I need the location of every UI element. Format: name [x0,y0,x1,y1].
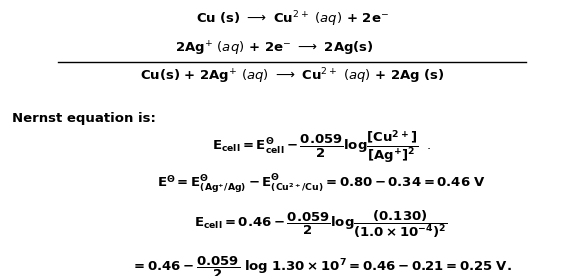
Text: $\mathbf{E_{cell} = 0.46 - \dfrac{0.059}{2} log \dfrac{(0.130)}{(1.0 \times 10^{: $\mathbf{E_{cell} = 0.46 - \dfrac{0.059}… [194,208,448,240]
Text: Cu(s) + 2Ag$^{+}$ $(aq)$ $\longrightarrow$ Cu$^{2+}$ $(aq)$ + 2Ag (s): Cu(s) + 2Ag$^{+}$ $(aq)$ $\longrightarro… [140,66,444,86]
Text: $\mathbf{E^{\Theta} = E^{\Theta}_{(Ag^{+}/Ag)} - E^{\Theta}_{(Cu^{2+}/Cu)} = 0.8: $\mathbf{E^{\Theta} = E^{\Theta}_{(Ag^{+… [157,172,486,196]
Text: $\mathbf{= 0.46 - \dfrac{0.059}{2}\ log\ 1.30 \times 10^{7} = 0.46 - 0.21 = 0.25: $\mathbf{= 0.46 - \dfrac{0.059}{2}\ log\… [131,255,512,276]
Text: Nernst equation is:: Nernst equation is: [12,112,155,125]
Text: 2Ag$^{+}$ $(aq)$ + 2e$^{-}$ $\longrightarrow$ 2Ag(s): 2Ag$^{+}$ $(aq)$ + 2e$^{-}$ $\longrighta… [175,40,374,58]
Text: Cu (s) $\longrightarrow$ Cu$^{2+}$ $(aq)$ + 2e$^{-}$: Cu (s) $\longrightarrow$ Cu$^{2+}$ $(aq)… [196,10,388,29]
Text: $\mathbf{E_{cell} = E^{\Theta}_{cell} - \dfrac{0.059}{2} log \dfrac{[Cu^{2+}]}{[: $\mathbf{E_{cell} = E^{\Theta}_{cell} - … [212,128,430,165]
